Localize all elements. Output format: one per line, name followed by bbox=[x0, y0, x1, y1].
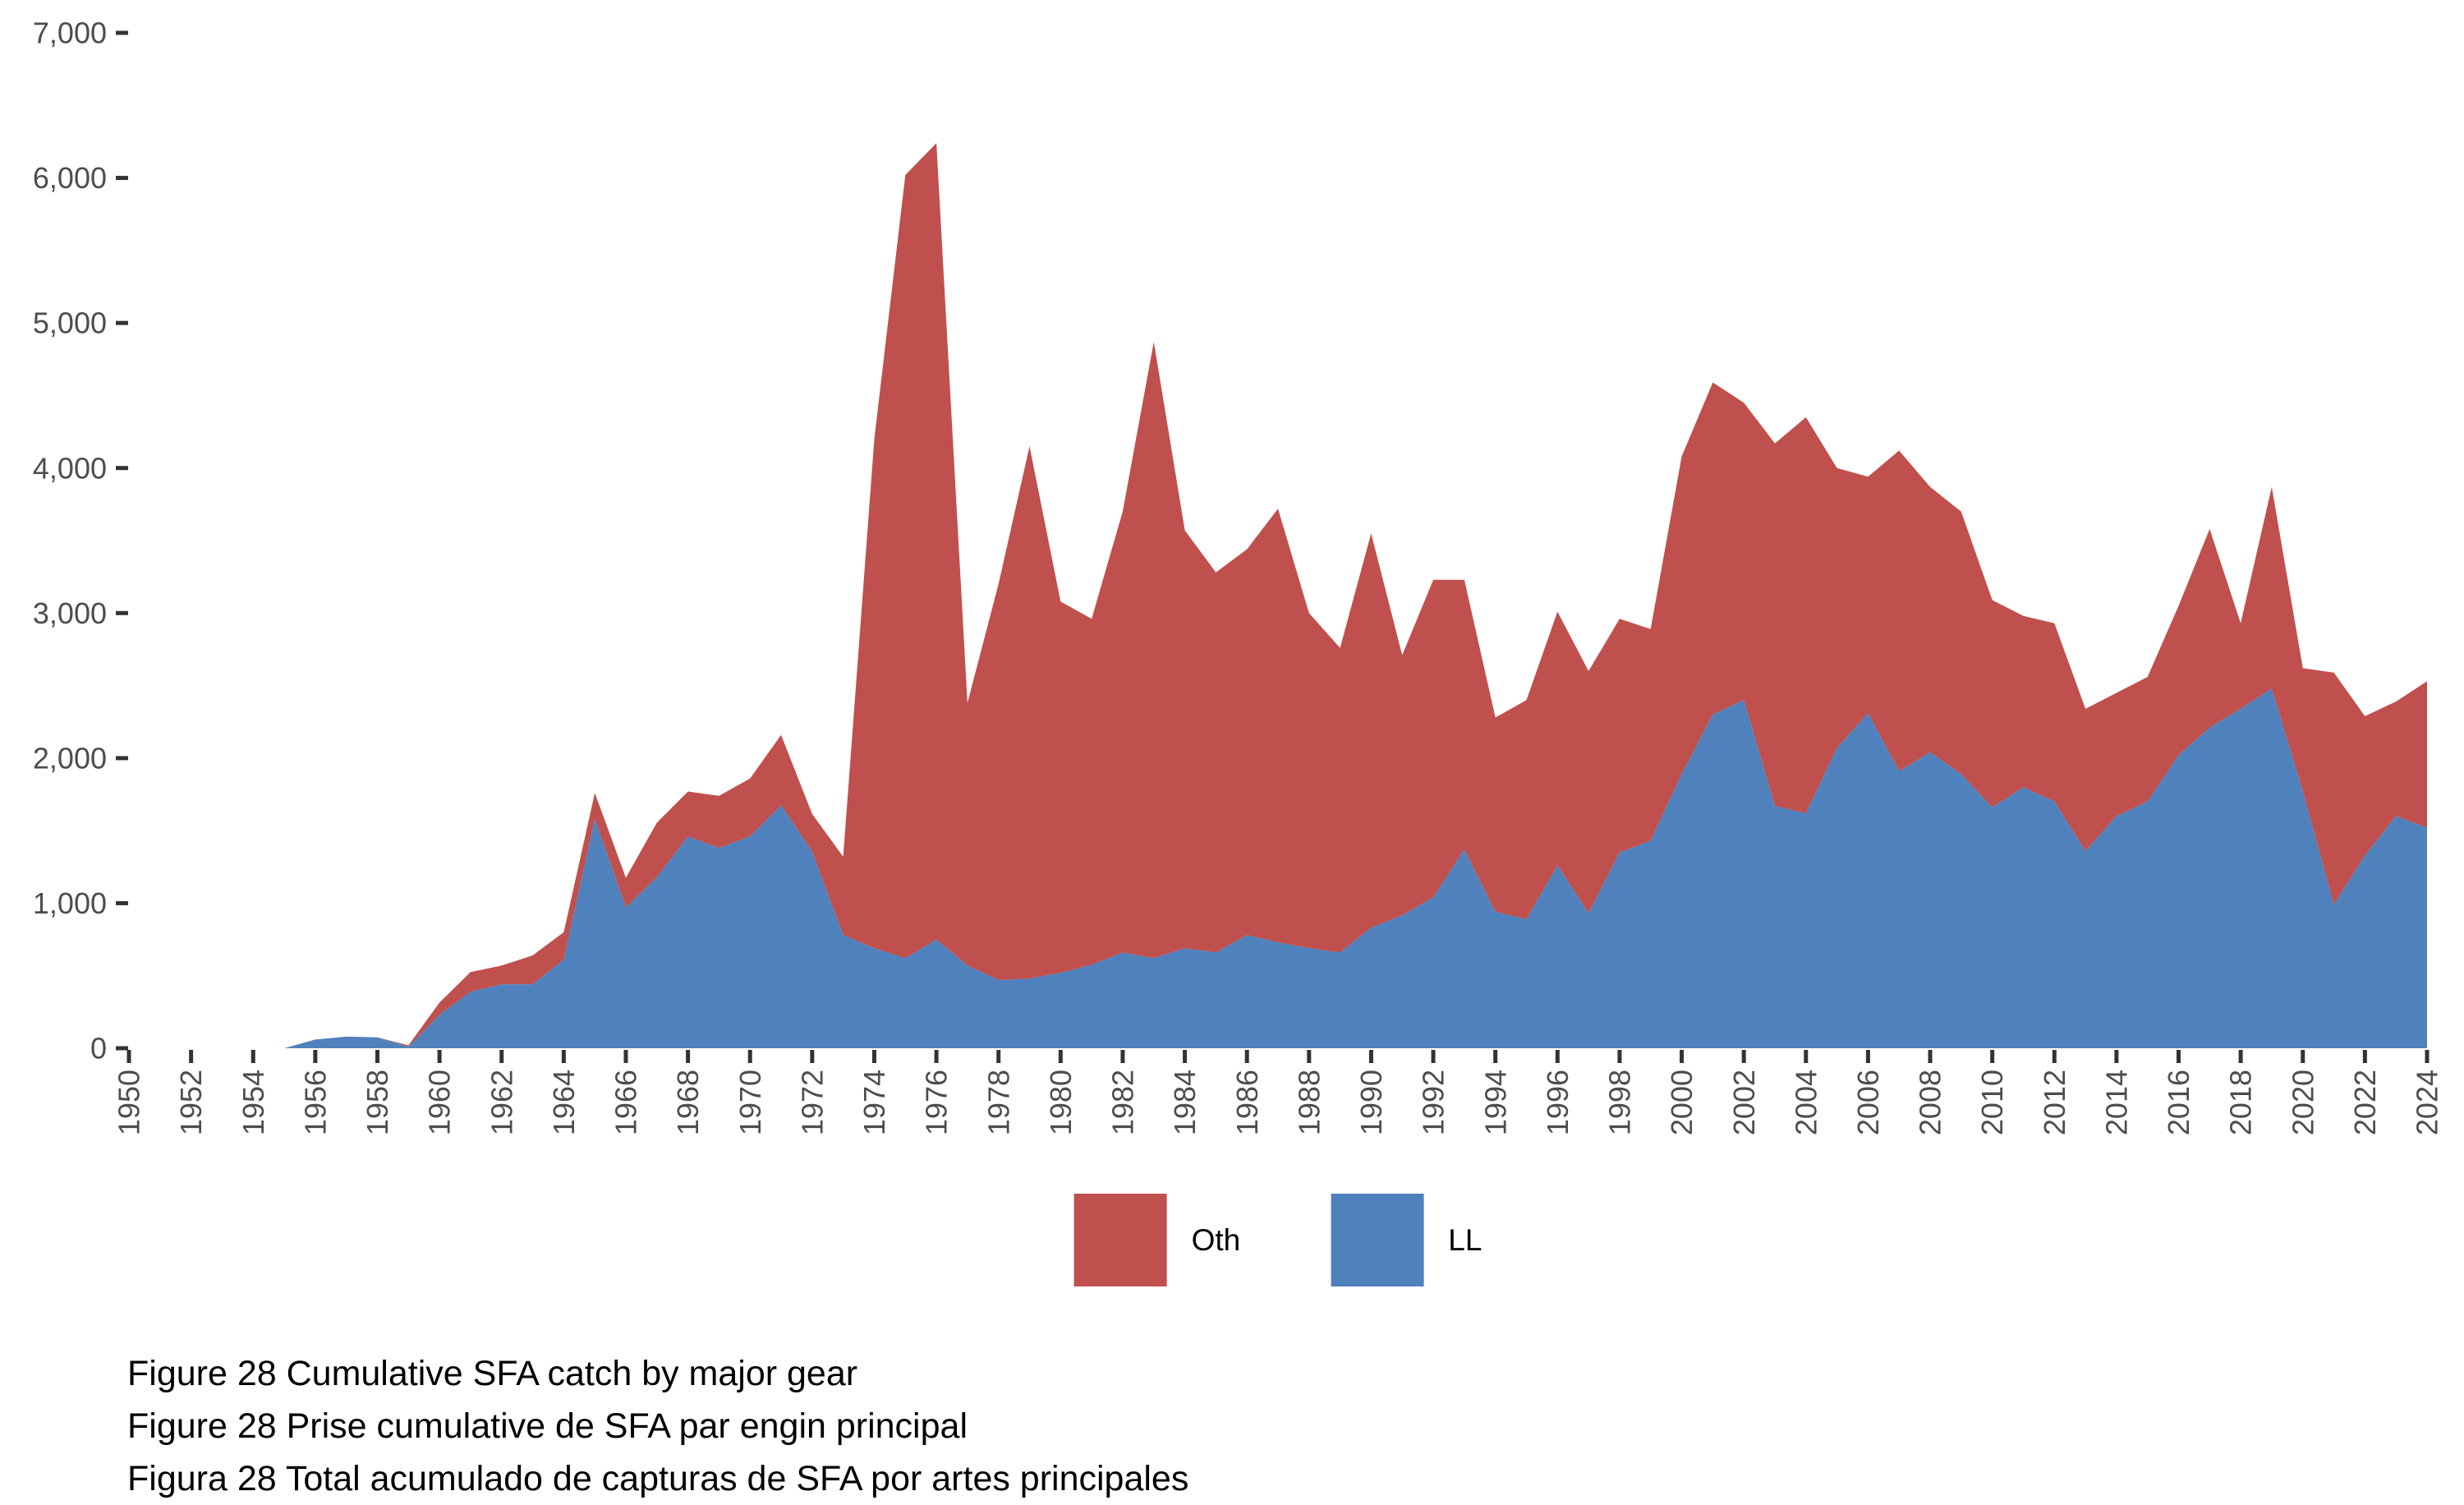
caption-english: Figure 28 Cumulative SFA catch by major … bbox=[127, 1354, 858, 1393]
x-axis: 1950 1952 1954 1956 1958 1960 1962 1964 1966 1968… bbox=[113, 1050, 2444, 1135]
x-tick-label: 1966 bbox=[609, 1070, 643, 1135]
x-tick-label: 2020 bbox=[2286, 1070, 2319, 1135]
x-tick-label: 2016 bbox=[2162, 1070, 2195, 1135]
y-tick-label: 4,000 bbox=[33, 451, 107, 485]
x-tick-label: 1990 bbox=[1354, 1070, 1388, 1135]
x-tick-label: 2008 bbox=[1914, 1070, 1947, 1135]
oth-legend-label: Oth bbox=[1191, 1222, 1241, 1257]
x-tick-label: 1960 bbox=[423, 1070, 457, 1135]
x-tick-label: 1978 bbox=[981, 1070, 1015, 1135]
ll-legend-label: LL bbox=[1448, 1222, 1483, 1257]
figure-captions: Figure 28 Cumulative SFA catch by major … bbox=[127, 1347, 1188, 1505]
y-tick-label: 3,000 bbox=[33, 596, 107, 630]
caption-french: Figure 28 Prise cumulative de SFA par en… bbox=[127, 1406, 968, 1446]
x-tick-label: 1996 bbox=[1541, 1070, 1574, 1135]
x-tick-label: 1992 bbox=[1417, 1070, 1450, 1135]
legend-item-ll: LL bbox=[1331, 1194, 1482, 1286]
y-tick-label: 2,000 bbox=[33, 741, 107, 775]
legend-item-oth: Oth bbox=[1073, 1194, 1241, 1286]
x-tick-label: 1988 bbox=[1292, 1070, 1326, 1135]
caption-spanish: Figura 28 Total acumulado de capturas de… bbox=[127, 1459, 1189, 1498]
x-tick-label: 2006 bbox=[1851, 1070, 1885, 1135]
x-tick-label: 1970 bbox=[733, 1070, 767, 1135]
y-tick-label: 0 bbox=[90, 1032, 107, 1065]
oth-area bbox=[129, 143, 2427, 1049]
ll-color-swatch bbox=[1331, 1194, 1424, 1286]
x-tick-label: 1950 bbox=[113, 1070, 146, 1135]
x-tick-label: 2002 bbox=[1727, 1070, 1761, 1135]
y-tick-label: 7,000 bbox=[33, 16, 107, 50]
legend: Oth LL bbox=[1073, 1194, 1482, 1286]
x-tick-label: 2012 bbox=[2038, 1070, 2071, 1135]
x-tick-label: 1974 bbox=[857, 1070, 891, 1135]
x-tick-label: 2014 bbox=[2099, 1070, 2133, 1135]
x-tick-label: 2024 bbox=[2411, 1070, 2444, 1135]
x-tick-label: 2010 bbox=[1975, 1070, 2009, 1135]
x-tick-label: 2000 bbox=[1665, 1070, 1699, 1135]
x-tick-label: 1976 bbox=[920, 1070, 954, 1135]
x-tick-label: 1954 bbox=[237, 1070, 270, 1135]
ll-area bbox=[129, 688, 2427, 1048]
x-tick-label: 2022 bbox=[2348, 1070, 2382, 1135]
x-tick-label: 1984 bbox=[1168, 1070, 1202, 1135]
y-tick-label: 5,000 bbox=[33, 306, 107, 340]
x-tick-label: 1952 bbox=[174, 1070, 208, 1135]
x-tick-label: 1968 bbox=[671, 1070, 705, 1135]
x-tick-label: 2018 bbox=[2224, 1070, 2258, 1135]
x-tick-label: 1956 bbox=[298, 1070, 332, 1135]
y-axis: 0 1,000 2,000 3,000 4,000 5,000 6,000 7,000 bbox=[33, 16, 128, 1065]
x-tick-label: 1986 bbox=[1230, 1070, 1264, 1135]
x-tick-label: 1972 bbox=[795, 1070, 829, 1135]
x-tick-label: 1998 bbox=[1603, 1070, 1637, 1135]
x-tick-label: 1980 bbox=[1044, 1070, 1078, 1135]
x-tick-label: 1982 bbox=[1106, 1070, 1140, 1135]
y-tick-label: 6,000 bbox=[33, 161, 107, 195]
y-tick-label: 1,000 bbox=[33, 886, 107, 920]
x-tick-label: 1958 bbox=[361, 1070, 394, 1135]
x-tick-label: 1964 bbox=[547, 1070, 581, 1135]
x-tick-label: 1994 bbox=[1478, 1070, 1512, 1135]
oth-color-swatch bbox=[1073, 1194, 1167, 1286]
x-tick-label: 1962 bbox=[485, 1070, 518, 1135]
x-tick-label: 2004 bbox=[1789, 1070, 1823, 1135]
